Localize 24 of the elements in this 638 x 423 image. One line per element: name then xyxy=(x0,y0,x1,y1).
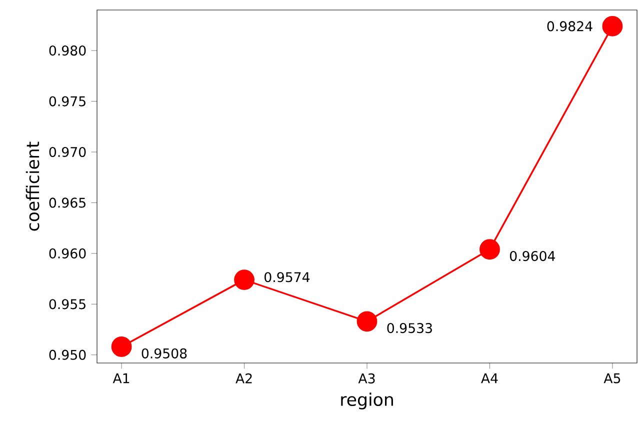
x-tick-label: A1 xyxy=(112,373,130,384)
data-label: 0.9533 xyxy=(387,323,432,334)
point xyxy=(234,270,254,290)
point xyxy=(356,311,378,332)
x-tick-label: A4 xyxy=(481,373,498,384)
y-axis-title: coefficient xyxy=(26,142,40,231)
y-tick-label: 0.980 xyxy=(49,46,86,56)
x-axis-title: region xyxy=(341,392,393,410)
point xyxy=(602,16,623,36)
y-tick-label: 0.960 xyxy=(49,248,86,258)
y-tick-label: 0.955 xyxy=(49,299,86,310)
y-tick-label: 0.965 xyxy=(49,198,86,208)
data-label: 0.9508 xyxy=(142,348,187,358)
x-tick-label: A2 xyxy=(236,373,252,384)
y-tick-label: 0.970 xyxy=(49,146,86,158)
x-tick-label: A5 xyxy=(604,373,620,384)
data-label: 0.9574 xyxy=(264,272,310,282)
y-tick-label: 0.975 xyxy=(49,96,86,106)
data-label: 0.9824 xyxy=(547,21,592,32)
y-tick-label: 0.950 xyxy=(49,350,86,360)
data-label: 0.9604 xyxy=(510,250,555,262)
x-tick-label: A3 xyxy=(358,373,375,384)
point xyxy=(480,239,500,260)
point xyxy=(111,336,132,357)
